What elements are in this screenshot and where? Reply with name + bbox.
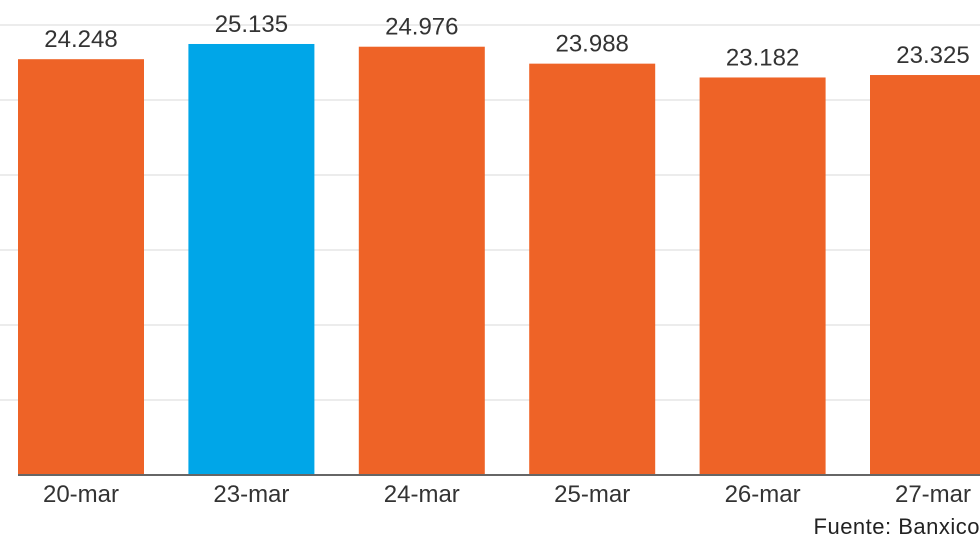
tick-label-20-mar: 20-mar — [43, 481, 119, 508]
gridlines — [0, 25, 980, 400]
value-labels: 24.248 25.135 24.976 23.988 23.182 23.325 — [44, 11, 969, 71]
bar-26-mar — [700, 77, 826, 475]
value-label-27-mar: 23.325 — [896, 42, 969, 69]
x-tick-labels: 20-mar 23-mar 24-mar 25-mar 26-mar 27-mar — [43, 481, 971, 508]
tick-label-24-mar: 24-mar — [384, 481, 460, 508]
value-label-23-mar: 25.135 — [215, 11, 288, 38]
bar-20-mar — [18, 59, 144, 475]
value-label-24-mar: 24.976 — [385, 14, 458, 41]
tick-label-23-mar: 23-mar — [213, 481, 289, 508]
bar-27-mar — [870, 75, 980, 475]
bar-25-mar — [529, 64, 655, 475]
value-label-20-mar: 24.248 — [44, 26, 117, 53]
value-label-26-mar: 23.182 — [726, 44, 799, 71]
tick-label-25-mar: 25-mar — [554, 481, 630, 508]
bar-23-mar — [188, 44, 314, 475]
source-note: Fuente: Banxico — [814, 514, 980, 540]
value-label-25-mar: 23.988 — [555, 31, 628, 58]
tick-label-26-mar: 26-mar — [725, 481, 801, 508]
tick-label-27-mar: 27-mar — [895, 481, 971, 508]
bars — [18, 44, 980, 475]
bar-24-mar — [359, 47, 485, 475]
